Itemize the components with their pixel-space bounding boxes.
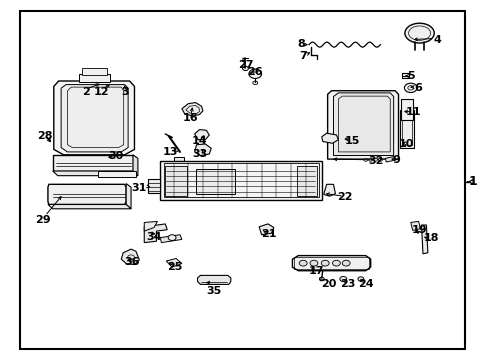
Polygon shape [292, 256, 370, 271]
FancyBboxPatch shape [20, 11, 464, 349]
Text: 14: 14 [191, 136, 207, 146]
Polygon shape [197, 275, 230, 284]
Polygon shape [54, 81, 134, 155]
FancyBboxPatch shape [297, 166, 316, 196]
Circle shape [368, 158, 372, 161]
Text: 17: 17 [308, 266, 324, 276]
FancyBboxPatch shape [160, 161, 321, 200]
Polygon shape [147, 179, 160, 193]
Text: 35: 35 [206, 286, 222, 296]
Circle shape [404, 83, 416, 93]
Circle shape [332, 260, 340, 266]
Circle shape [363, 158, 367, 161]
Text: 31: 31 [131, 183, 147, 193]
Text: 1: 1 [468, 175, 477, 188]
Text: 2: 2 [81, 87, 89, 97]
Text: 21: 21 [261, 229, 276, 239]
Text: 30: 30 [108, 150, 124, 161]
Text: 22: 22 [337, 192, 352, 202]
Polygon shape [53, 155, 133, 171]
Text: 27: 27 [238, 60, 253, 70]
Circle shape [339, 276, 346, 282]
Polygon shape [160, 235, 182, 243]
Polygon shape [48, 204, 131, 209]
Text: 28: 28 [37, 131, 53, 141]
FancyBboxPatch shape [173, 157, 184, 161]
Polygon shape [421, 225, 427, 254]
FancyBboxPatch shape [399, 110, 413, 148]
Polygon shape [259, 224, 273, 235]
FancyBboxPatch shape [165, 166, 187, 196]
Circle shape [252, 81, 257, 85]
Text: 34: 34 [146, 232, 162, 242]
Circle shape [248, 69, 261, 78]
FancyBboxPatch shape [82, 68, 106, 75]
Polygon shape [166, 258, 182, 267]
Text: 4: 4 [433, 35, 441, 45]
Circle shape [309, 260, 317, 266]
Circle shape [342, 260, 349, 266]
Text: 19: 19 [411, 225, 427, 235]
Text: 16: 16 [183, 113, 198, 123]
Text: 5: 5 [406, 71, 414, 81]
Text: 33: 33 [191, 149, 207, 159]
FancyBboxPatch shape [400, 99, 412, 120]
Text: 32: 32 [367, 156, 383, 166]
Polygon shape [385, 157, 394, 162]
Polygon shape [48, 184, 126, 204]
Text: 25: 25 [167, 262, 183, 272]
Circle shape [168, 235, 176, 240]
Circle shape [319, 277, 324, 281]
Text: 24: 24 [357, 279, 373, 289]
Text: 7: 7 [299, 51, 306, 61]
Text: 15: 15 [344, 136, 359, 146]
Circle shape [373, 158, 377, 161]
FancyBboxPatch shape [195, 169, 234, 194]
Text: 6: 6 [413, 83, 421, 93]
Text: 10: 10 [398, 139, 414, 149]
Polygon shape [133, 155, 138, 176]
Text: 18: 18 [423, 233, 438, 243]
Circle shape [357, 277, 363, 281]
Circle shape [242, 66, 248, 71]
Text: 3: 3 [121, 87, 128, 97]
Circle shape [378, 158, 382, 161]
Polygon shape [194, 144, 211, 156]
Text: 29: 29 [35, 215, 51, 225]
Polygon shape [327, 91, 398, 159]
Text: 13: 13 [162, 147, 178, 157]
Text: 11: 11 [405, 107, 420, 117]
Polygon shape [144, 221, 157, 231]
Polygon shape [321, 133, 338, 143]
Polygon shape [121, 249, 139, 265]
Text: 36: 36 [124, 257, 140, 267]
FancyBboxPatch shape [401, 73, 408, 78]
Text: 23: 23 [340, 279, 355, 289]
Polygon shape [182, 103, 203, 116]
Text: 20: 20 [320, 279, 336, 289]
FancyBboxPatch shape [98, 171, 136, 177]
Circle shape [299, 260, 306, 266]
Polygon shape [61, 85, 128, 152]
Polygon shape [126, 184, 131, 209]
Text: 12: 12 [94, 87, 109, 97]
Text: 9: 9 [391, 155, 399, 165]
Polygon shape [53, 171, 138, 176]
Text: 26: 26 [247, 67, 263, 77]
Polygon shape [333, 93, 393, 156]
Polygon shape [323, 184, 335, 196]
Text: 8: 8 [297, 39, 305, 49]
Circle shape [321, 260, 328, 266]
FancyBboxPatch shape [79, 74, 109, 82]
Polygon shape [410, 221, 420, 230]
Polygon shape [194, 130, 209, 140]
Ellipse shape [404, 23, 433, 43]
Polygon shape [144, 224, 167, 243]
